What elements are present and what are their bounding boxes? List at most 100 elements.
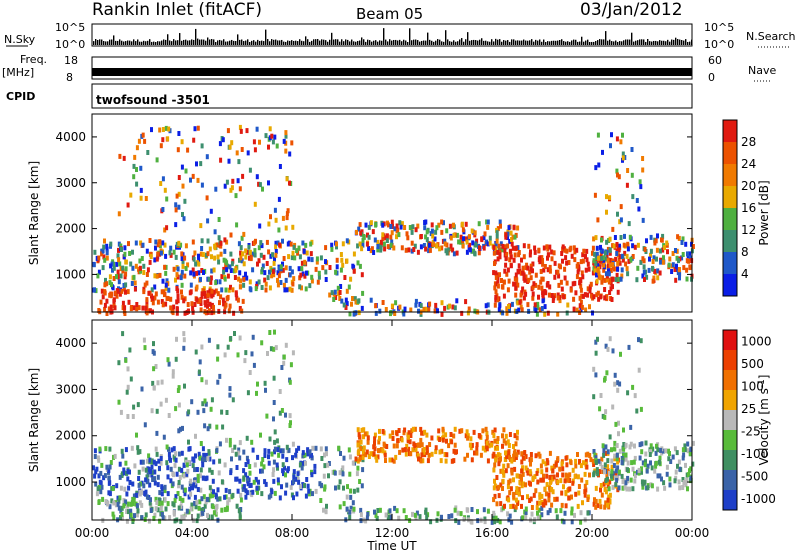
data-cell	[248, 483, 252, 488]
data-cell	[536, 514, 540, 520]
data-cell	[190, 399, 194, 405]
data-cell	[506, 235, 509, 240]
data-cell	[495, 475, 499, 480]
nsky-bar	[631, 32, 633, 45]
data-cell	[151, 295, 155, 301]
nsky-bar	[569, 41, 571, 45]
data-cell	[138, 449, 142, 455]
data-cell	[277, 273, 281, 279]
nsky-bar	[641, 39, 643, 45]
data-cell	[218, 279, 222, 285]
data-cell	[172, 502, 176, 508]
data-cell	[96, 486, 100, 492]
data-cell	[648, 452, 652, 457]
nsky-bar	[361, 37, 363, 45]
data-cell	[146, 267, 150, 273]
data-cell	[317, 274, 321, 280]
data-cell	[278, 164, 282, 169]
data-cell	[469, 519, 473, 525]
data-cell	[238, 186, 242, 192]
data-cell	[309, 241, 313, 247]
data-cell	[175, 336, 178, 342]
nsky-bar	[445, 30, 447, 45]
data-cell	[105, 464, 109, 470]
data-cell	[559, 279, 563, 285]
data-cell	[434, 229, 438, 235]
data-cell	[213, 245, 217, 251]
data-cell	[379, 245, 383, 251]
data-cell	[300, 266, 304, 272]
data-cell	[145, 272, 149, 277]
nsky-bar	[447, 39, 449, 45]
nsky-bar	[153, 41, 155, 45]
nsky-bar	[507, 40, 509, 45]
data-cell	[533, 474, 537, 480]
ytick-label: 1000	[55, 475, 86, 489]
nsky-bar	[205, 40, 207, 45]
data-cell	[277, 196, 281, 202]
data-cell	[513, 433, 517, 439]
data-cell	[604, 450, 607, 456]
nsky-bar	[533, 41, 535, 45]
nsky-bar	[323, 39, 325, 45]
data-cell	[228, 264, 232, 270]
data-cell	[526, 494, 529, 500]
data-cell	[561, 472, 565, 478]
data-cell	[194, 453, 197, 459]
data-cell	[621, 257, 625, 263]
data-cell	[227, 308, 231, 314]
data-cell	[200, 496, 204, 502]
data-cell	[560, 518, 564, 524]
data-cell	[527, 308, 531, 314]
data-cell	[209, 279, 213, 285]
data-cell	[351, 460, 355, 466]
data-cell	[253, 252, 257, 258]
data-cell	[103, 257, 107, 263]
data-cell	[456, 510, 460, 516]
data-cell	[600, 456, 604, 462]
data-cell	[165, 444, 169, 450]
data-cell	[570, 506, 574, 512]
data-cell	[352, 268, 356, 274]
data-cell	[573, 474, 577, 480]
data-cell	[185, 508, 189, 514]
data-cell	[496, 445, 499, 451]
nsky-bar	[563, 41, 565, 45]
data-cell	[108, 292, 112, 298]
data-cell	[394, 454, 398, 460]
data-cell	[410, 229, 414, 235]
data-cell	[153, 284, 157, 290]
nsky-bar	[535, 39, 537, 45]
data-cell	[259, 468, 262, 474]
nsky-bar	[163, 39, 165, 45]
nsky-bar	[655, 40, 657, 45]
power-scatter-data	[92, 124, 695, 317]
data-cell	[623, 484, 627, 490]
data-cell	[409, 307, 413, 313]
data-cell	[557, 263, 561, 269]
data-cell	[112, 265, 116, 271]
data-cell	[200, 293, 204, 299]
data-cell	[223, 462, 227, 468]
data-cell	[626, 460, 630, 466]
data-cell	[658, 248, 662, 254]
data-cell	[594, 460, 598, 465]
nsky-bar	[679, 39, 681, 45]
data-cell	[264, 287, 268, 293]
data-cell	[440, 245, 444, 251]
data-cell	[234, 193, 238, 199]
data-cell	[496, 297, 500, 303]
data-cell	[345, 258, 349, 264]
nsky-bar	[463, 41, 465, 45]
nsky-bar	[313, 39, 315, 45]
data-cell	[529, 496, 533, 502]
nave-label: Nave	[748, 64, 776, 77]
data-cell	[206, 512, 209, 518]
data-cell	[481, 428, 485, 434]
data-cell	[410, 240, 414, 246]
nsky-bar	[133, 39, 135, 45]
data-cell	[352, 251, 356, 257]
ytick-label: 2000	[55, 429, 86, 443]
data-cell	[274, 240, 278, 246]
nsearch-bottom-tick: 10^0	[704, 38, 734, 51]
